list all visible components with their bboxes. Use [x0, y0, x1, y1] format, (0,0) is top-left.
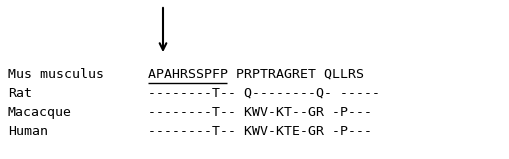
- Text: Rat: Rat: [8, 87, 32, 100]
- Text: --------T-- KWV-KT--GR -P---: --------T-- KWV-KT--GR -P---: [148, 106, 371, 119]
- Text: Mus musculus: Mus musculus: [8, 68, 104, 81]
- Text: --------T-- KWV-KTE-GR -P---: --------T-- KWV-KTE-GR -P---: [148, 125, 371, 138]
- Text: Macacque: Macacque: [8, 106, 72, 119]
- Text: APAHRSSPFP PRPTRAGRET QLLRS: APAHRSSPFP PRPTRAGRET QLLRS: [148, 68, 363, 81]
- Text: --------T-- Q--------Q- -----: --------T-- Q--------Q- -----: [148, 87, 379, 100]
- Text: Human: Human: [8, 125, 48, 138]
